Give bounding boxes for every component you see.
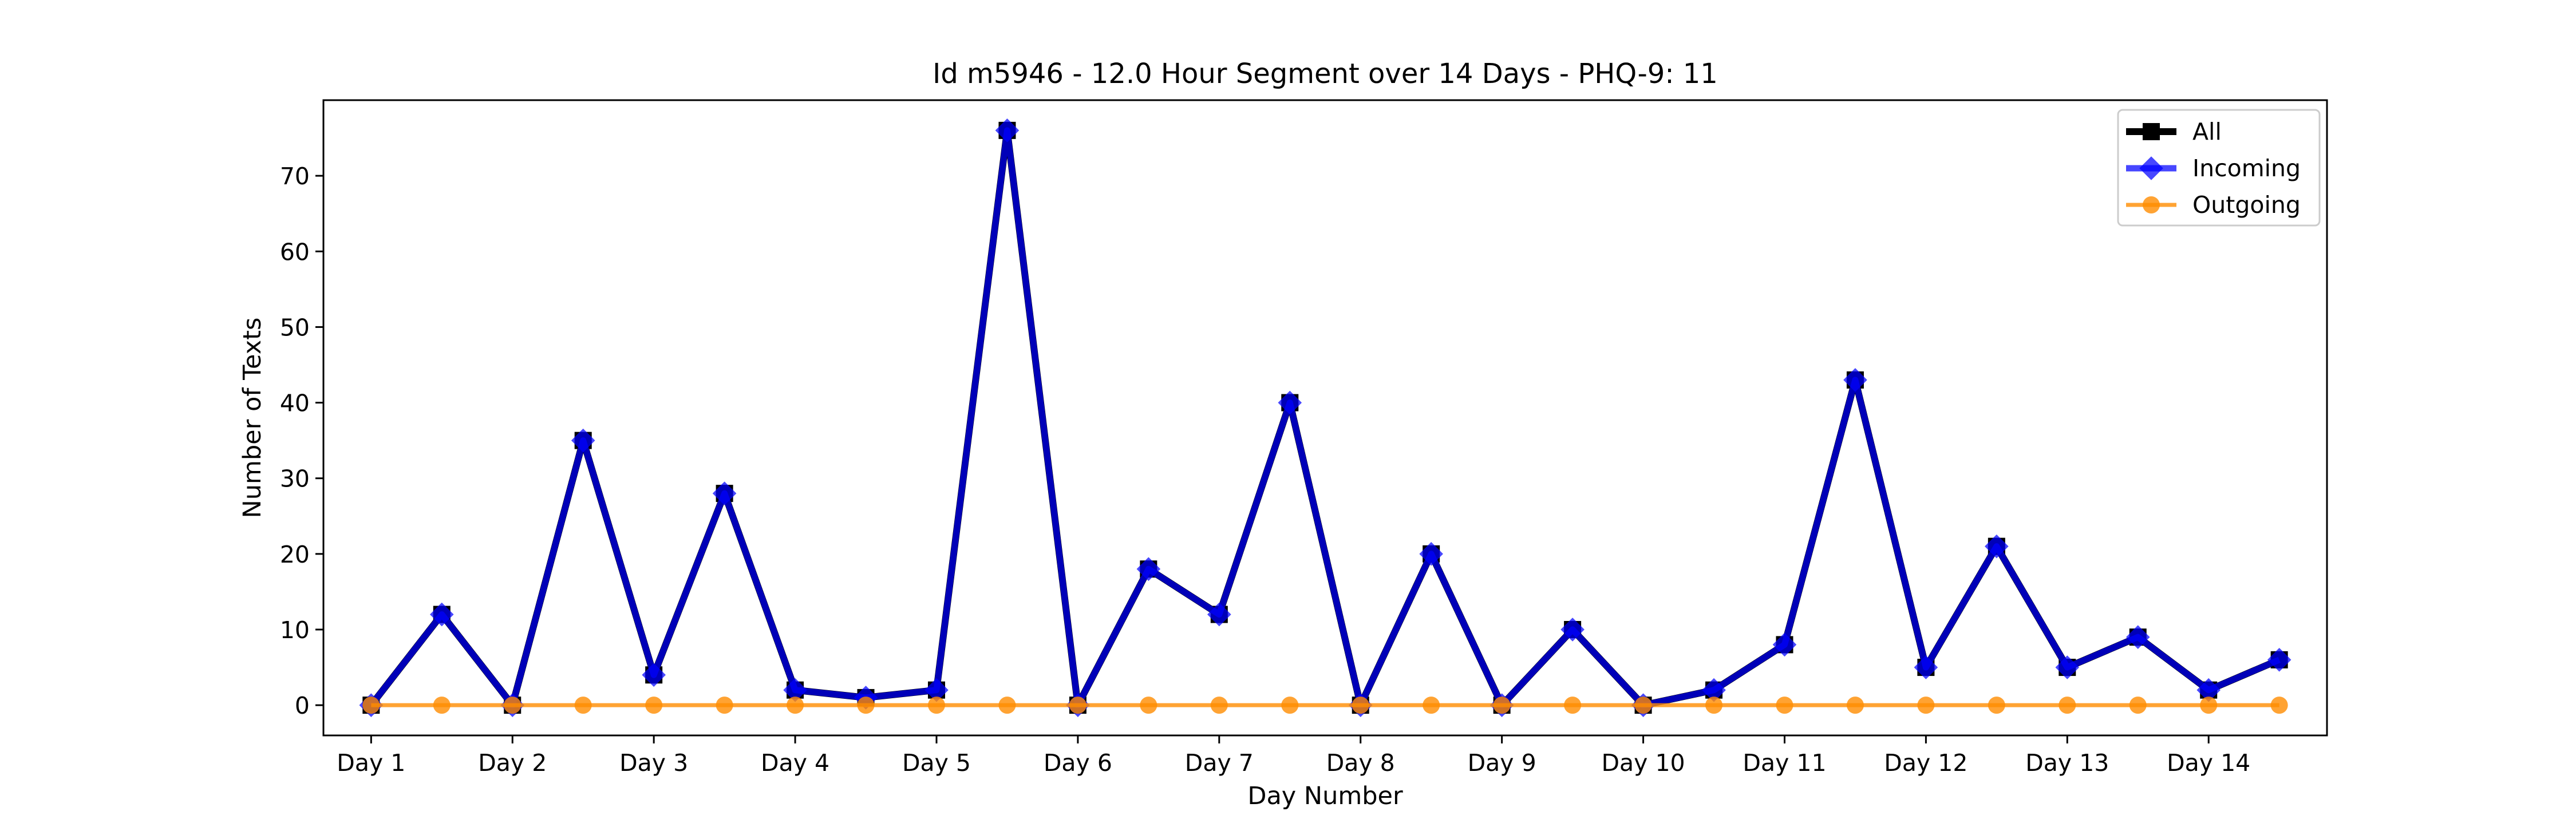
data-point-outgoing <box>433 697 451 714</box>
legend-marker-all <box>2143 123 2160 140</box>
x-tick-label: Day 13 <box>2025 749 2109 777</box>
x-tick-label: Day 4 <box>761 749 829 777</box>
data-point-incoming <box>1419 542 1443 566</box>
y-axis-label: Number of Texts <box>238 318 267 519</box>
x-tick-label: Day 14 <box>2167 749 2250 777</box>
data-point-outgoing <box>1634 697 1652 714</box>
x-tick-label: Day 5 <box>902 749 971 777</box>
x-tick-label: Day 10 <box>1601 749 1685 777</box>
y-tick-label: 60 <box>280 238 310 266</box>
data-point-incoming <box>1207 602 1231 627</box>
data-point-outgoing <box>1352 697 1369 714</box>
data-point-outgoing <box>2059 697 2076 714</box>
data-point-incoming <box>783 678 807 702</box>
data-point-incoming <box>2125 625 2150 650</box>
data-point-outgoing <box>1281 697 1299 714</box>
data-point-outgoing <box>2200 697 2218 714</box>
data-point-outgoing <box>1988 697 2005 714</box>
data-point-outgoing <box>787 697 804 714</box>
data-point-outgoing <box>857 697 875 714</box>
data-point-outgoing <box>1423 697 1440 714</box>
data-point-incoming <box>429 602 454 627</box>
data-point-outgoing <box>1846 697 1864 714</box>
y-tick-label: 70 <box>280 163 310 190</box>
x-tick-label: Day 12 <box>1884 749 1967 777</box>
data-point-outgoing <box>362 697 380 714</box>
y-tick-label: 40 <box>280 390 310 417</box>
data-point-outgoing <box>1564 697 1582 714</box>
data-point-outgoing <box>574 697 592 714</box>
series-outgoing <box>362 697 2288 714</box>
plot-layer: 0 10 20 30 40 50 60 70 Day 1 Day 2 Day 3 Day 4 Day 5… <box>280 99 2328 777</box>
y-tick-label: 20 <box>280 541 310 568</box>
legend: All Incoming Outgoing <box>2117 109 2321 227</box>
data-point-incoming <box>1278 390 1302 415</box>
series-line-incoming <box>368 127 2281 709</box>
data-point-outgoing <box>1493 697 1511 714</box>
data-point-outgoing <box>1776 697 1793 714</box>
x-tick-label: Day 1 <box>337 749 405 777</box>
legend-label-all: All <box>2192 118 2222 145</box>
data-point-incoming <box>1136 557 1161 581</box>
y-tick-label: 10 <box>280 616 310 644</box>
data-point-incoming <box>2055 655 2080 679</box>
plot-frame <box>322 99 2328 737</box>
x-tick-label: Day 2 <box>478 749 547 777</box>
y-tick-label: 0 <box>295 692 310 719</box>
x-tick-label: Day 8 <box>1326 749 1395 777</box>
data-point-incoming <box>1560 618 1585 642</box>
legend-box <box>2117 109 2321 227</box>
data-point-outgoing <box>998 697 1016 714</box>
data-point-incoming <box>712 481 737 505</box>
data-point-outgoing <box>1210 697 1228 714</box>
data-point-outgoing <box>645 697 663 714</box>
data-point-outgoing <box>1917 697 1935 714</box>
data-point-outgoing <box>504 697 521 714</box>
x-tick-label: Day 7 <box>1185 749 1254 777</box>
data-point-incoming <box>642 663 666 687</box>
data-point-outgoing <box>1069 697 1086 714</box>
data-point-incoming <box>1772 632 1797 657</box>
data-point-outgoing <box>2129 697 2147 714</box>
legend-marker-outgoing <box>2143 196 2160 213</box>
data-point-incoming <box>2196 678 2221 702</box>
legend-label-outgoing: Outgoing <box>2192 191 2301 219</box>
x-tick-label: Day 3 <box>619 749 688 777</box>
x-tick-label: Day 9 <box>1468 749 1536 777</box>
y-tick-label: 50 <box>280 314 310 341</box>
data-point-incoming <box>1914 655 1938 679</box>
data-point-outgoing <box>927 697 945 714</box>
chart-title: Id m5946 - 12.0 Hour Segment over 14 Day… <box>933 58 1718 90</box>
data-point-outgoing <box>1140 697 1157 714</box>
data-point-incoming <box>1843 368 1867 392</box>
data-point-outgoing <box>2270 697 2288 714</box>
data-point-incoming <box>1985 534 2009 559</box>
x-tick-label: Day 11 <box>1743 749 1826 777</box>
x-tick-label: Day 6 <box>1044 749 1112 777</box>
data-point-incoming <box>924 678 949 702</box>
legend-marker-incoming <box>2139 156 2163 180</box>
data-point-outgoing <box>1705 697 1723 714</box>
y-tick-label: 30 <box>280 465 310 493</box>
data-point-incoming <box>2267 648 2291 672</box>
legend-label-incoming: Incoming <box>2192 155 2301 182</box>
data-point-incoming <box>1702 678 1726 702</box>
data-point-outgoing <box>716 697 733 714</box>
data-point-incoming <box>995 118 1020 143</box>
x-axis-label: Day Number <box>1247 782 1403 810</box>
data-point-incoming <box>571 428 595 453</box>
